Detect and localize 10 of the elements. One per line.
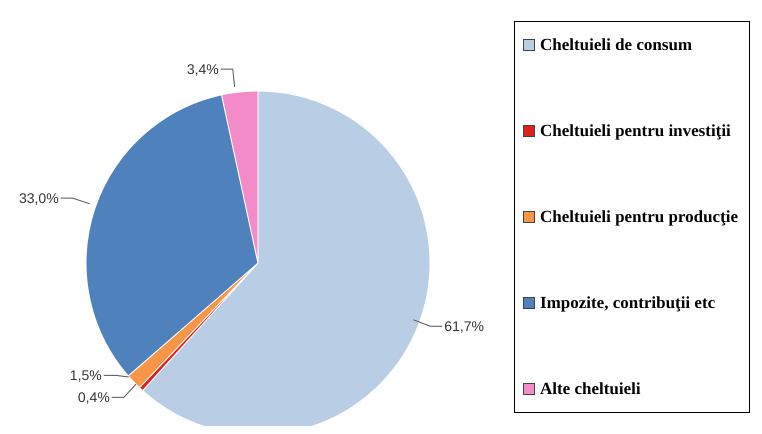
data-label: 33,0% [18, 190, 59, 206]
data-label: 61,7% [444, 318, 484, 334]
data-label: 3,4% [186, 60, 219, 77]
legend-label: Cheltuieli pentru producţie [540, 206, 738, 228]
legend-label: Cheltuieli de consum [540, 34, 692, 56]
legend-label: Alte cheltuieli [540, 378, 641, 400]
data-label: 1,5% [70, 367, 102, 384]
legend-label: Cheltuieli pentru investiţii [540, 120, 731, 142]
legend-label: Impozite, contribuţii etc [540, 292, 716, 314]
data-label: 0,4% [78, 389, 110, 406]
